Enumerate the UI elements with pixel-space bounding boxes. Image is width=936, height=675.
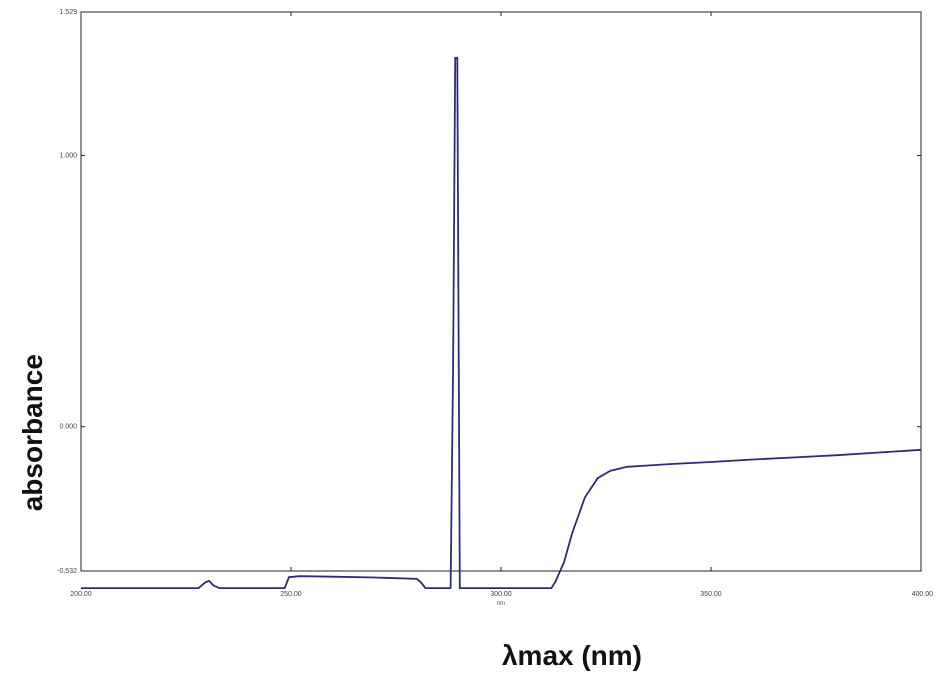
y-tick-label: 1.529 (59, 9, 77, 16)
y-tick-label: 1.000 (59, 152, 77, 159)
x-tick-label: 200.00 (70, 591, 92, 598)
x-axis-unit-small: nm (497, 601, 505, 607)
x-axis-ticks: 200.00 250.00 300.00 350.00 400.00 (70, 12, 933, 598)
y-axis-label: absorbance (17, 354, 48, 511)
x-tick-label: 400.00 (912, 591, 934, 598)
y-tick-label: 0.000 (59, 424, 77, 431)
plot-frame (80, 11, 922, 572)
x-tick-label: 350.00 (700, 591, 722, 598)
y-axis-ticks: -0.532 0.000 1.000 1.529 (57, 9, 921, 575)
y-tick-label: -0.532 (57, 568, 77, 575)
series-layer (81, 56, 922, 589)
absorbance-series-line (81, 56, 922, 589)
x-tick-label: 250.00 (280, 591, 302, 598)
x-axis-label: λmax (nm) (502, 640, 642, 671)
x-tick-label: 300.00 (490, 591, 512, 598)
